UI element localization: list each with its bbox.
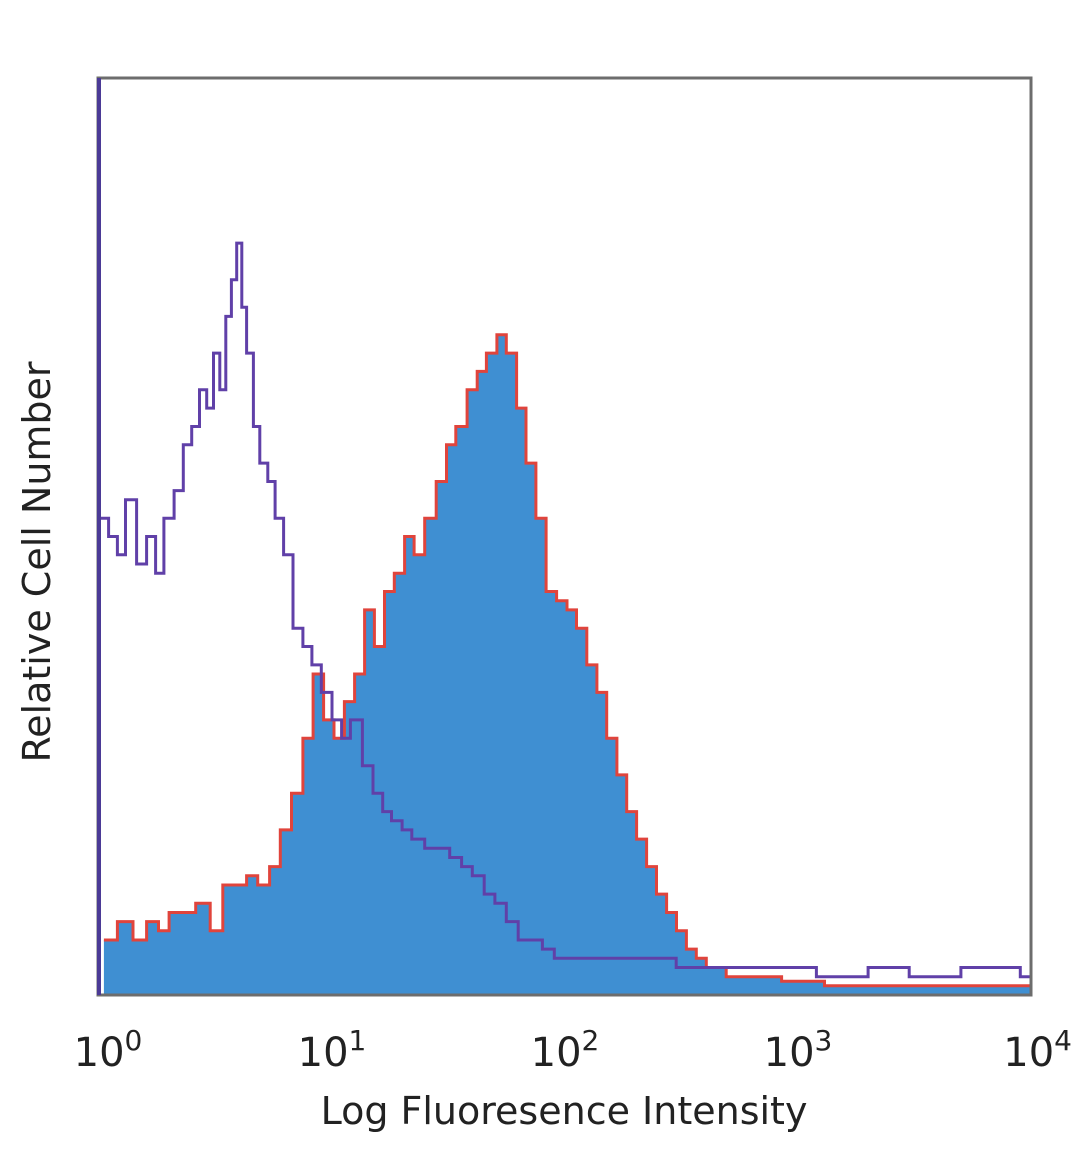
x-tick-label: 100 bbox=[74, 1024, 143, 1076]
y-axis-label: Relative Cell Number bbox=[15, 361, 59, 762]
x-tick-label: 102 bbox=[531, 1024, 600, 1076]
series-1-line bbox=[101, 241, 1031, 979]
series-0-line bbox=[103, 333, 1031, 988]
x-tick-label: 101 bbox=[298, 1024, 367, 1076]
series-0-area bbox=[103, 334, 1031, 995]
x-axis-label: Log Fluoresence Intensity bbox=[321, 1089, 808, 1133]
x-tick-label: 103 bbox=[764, 1024, 833, 1076]
x-tick-label: 104 bbox=[1003, 1024, 1072, 1076]
x-tick-labels: 100 101 102 103 104 bbox=[74, 1024, 1072, 1076]
series-layer bbox=[101, 241, 1031, 995]
